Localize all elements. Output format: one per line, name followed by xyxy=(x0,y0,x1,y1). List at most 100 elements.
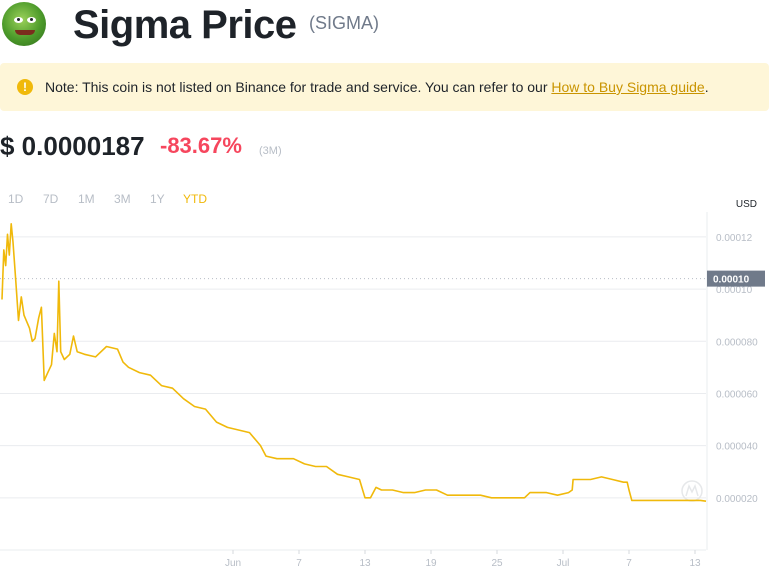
price-point xyxy=(216,422,217,423)
range-ytd-button[interactable]: YTD xyxy=(183,192,207,206)
notice-message: Note: This coin is not listed on Binance… xyxy=(45,79,552,95)
logo-pupil-left xyxy=(17,18,20,21)
price-point xyxy=(447,495,448,496)
price-point xyxy=(12,242,13,243)
price-point xyxy=(106,346,107,347)
price-point xyxy=(623,482,624,483)
price-point xyxy=(678,500,679,501)
price-point xyxy=(32,341,33,342)
page-title: Sigma Price xyxy=(73,3,297,47)
price-point xyxy=(11,223,12,224)
coin-symbol: (SIGMA) xyxy=(309,13,379,33)
price-series-line xyxy=(1,223,707,502)
price-point xyxy=(60,351,61,352)
price-point xyxy=(44,380,45,381)
price-point xyxy=(425,489,426,490)
price-point xyxy=(469,495,470,496)
x-tick-label-4: 25 xyxy=(491,558,503,569)
price-chart[interactable]: USD 0.00012 0.00010 0.000080 0.000060 0.00004… xyxy=(0,190,783,575)
price-point xyxy=(47,372,48,373)
price-point xyxy=(436,489,437,490)
price-point xyxy=(95,356,96,357)
price-point xyxy=(5,265,6,266)
range-7d-button[interactable]: 7D xyxy=(43,192,59,206)
price-point xyxy=(128,367,129,368)
y-tick-label-1: 0.00010 xyxy=(716,285,753,296)
price-point xyxy=(15,281,16,282)
price-point xyxy=(276,458,277,459)
y-tick-label-0: 0.00012 xyxy=(716,233,753,244)
price-point xyxy=(73,335,74,336)
price-point xyxy=(117,349,118,350)
price-point xyxy=(150,375,151,376)
price-point xyxy=(513,497,514,498)
price-point xyxy=(572,489,573,490)
sigma-coin-logo xyxy=(2,2,46,46)
x-tick-label-3: 19 xyxy=(425,558,437,569)
price-point xyxy=(139,372,140,373)
range-1y-button[interactable]: 1Y xyxy=(150,192,165,206)
price-point xyxy=(631,500,632,501)
logo-pupil-right xyxy=(30,18,33,21)
price-point xyxy=(18,320,19,321)
notice-suffix: . xyxy=(704,79,709,95)
price-point xyxy=(601,476,602,477)
price-point xyxy=(524,497,525,498)
price-point xyxy=(700,500,701,501)
price-point xyxy=(337,474,338,475)
price-point xyxy=(375,487,376,488)
price-point xyxy=(304,463,305,464)
y-tick-label-5: 0.000020 xyxy=(716,494,758,505)
price-point xyxy=(667,500,668,501)
price-point xyxy=(260,445,261,446)
price-point xyxy=(579,479,580,480)
price-point xyxy=(54,333,55,334)
price-point xyxy=(56,351,57,352)
price-point xyxy=(238,429,239,430)
x-tick-label-2: 13 xyxy=(359,558,371,569)
page-header: Sigma Price (SIGMA) xyxy=(0,0,783,52)
price-point xyxy=(656,500,657,501)
price-point xyxy=(77,351,78,352)
y-tick-label-2: 0.000080 xyxy=(716,337,758,348)
price-point xyxy=(491,497,492,498)
x-tick-label-6: 7 xyxy=(626,558,632,569)
price-point xyxy=(370,497,371,498)
price-point xyxy=(23,315,24,316)
price-point xyxy=(326,466,327,467)
price-point xyxy=(573,479,574,480)
price-point xyxy=(480,495,481,496)
price-point xyxy=(315,466,316,467)
price-point xyxy=(529,492,530,493)
info-warning-icon: ! xyxy=(17,79,33,95)
price-point xyxy=(3,249,4,250)
price-point xyxy=(227,427,228,428)
how-to-buy-guide-link[interactable]: How to Buy Sigma guide xyxy=(551,79,705,95)
range-1d-button[interactable]: 1D xyxy=(8,192,24,206)
price-point xyxy=(51,364,52,365)
range-1m-button[interactable]: 1M xyxy=(78,192,95,206)
price-point xyxy=(183,398,184,399)
range-3m-button[interactable]: 3M xyxy=(114,192,131,206)
current-price-tag-label: 0.00010 xyxy=(713,275,750,286)
price-point xyxy=(458,495,459,496)
price-point xyxy=(628,489,629,490)
y-tick-label-4: 0.000040 xyxy=(716,442,758,453)
price-point xyxy=(568,492,569,493)
price-point xyxy=(546,492,547,493)
price-point xyxy=(34,338,35,339)
price-point xyxy=(58,281,59,282)
price-point xyxy=(69,354,70,355)
price-point xyxy=(557,495,558,496)
price-point xyxy=(359,479,360,480)
price-point xyxy=(249,432,250,433)
watermark-logo-mark xyxy=(685,483,699,497)
x-tick-label-0: Jun xyxy=(225,558,241,569)
price-point xyxy=(194,406,195,407)
x-tick-label-5: Jul xyxy=(557,558,570,569)
price-point xyxy=(9,255,10,256)
price-point xyxy=(590,479,591,480)
price-point xyxy=(21,296,22,297)
price-point xyxy=(348,476,349,477)
notice-text: Note: This coin is not listed on Binance… xyxy=(45,78,709,96)
